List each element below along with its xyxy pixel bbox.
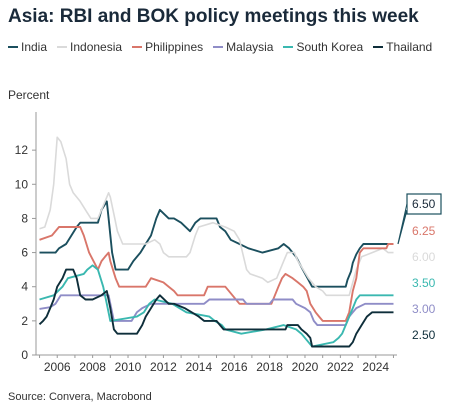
series-line-india [40,201,394,286]
y-tick-label: 4 [21,280,28,294]
y-tick-label: 10 [15,177,29,191]
x-tick-label: 2010 [115,360,142,374]
x-tick-label: 2014 [185,360,212,374]
y-tick-label: 8 [21,211,28,225]
series-line-indonesia [40,137,394,295]
end-label-pointer [398,204,407,244]
y-tick-label: 2 [21,314,28,328]
x-tick-label: 2016 [221,360,248,374]
x-tick-label: 2018 [256,360,283,374]
y-tick-label: 6 [21,246,28,260]
x-tick-label: 2008 [79,360,106,374]
y-tick-label: 0 [21,348,28,362]
end-label-malaysia: 3.00 [412,302,436,316]
end-label-philippines: 6.25 [412,224,436,238]
x-tick-label: 2020 [292,360,319,374]
line-chart: 0 2 4 6 8 10 12 2006 2008 2010 2012 2014 2016 2018 202… [0,0,453,390]
x-tick-label: 2006 [44,360,71,374]
end-label-south-korea: 3.50 [412,276,436,290]
x-tick-label: 2012 [150,360,177,374]
series-line-philippines [40,227,394,321]
y-tick-label: 12 [15,143,29,157]
end-label-indonesia: 6.00 [412,250,436,264]
end-label-thailand: 2.50 [412,328,436,342]
series-line-south-korea [40,265,394,346]
x-tick-label: 2022 [327,360,354,374]
source-note: Source: Convera, Macrobond [8,391,152,403]
x-tick-label: 2024 [362,360,389,374]
end-label-india: 6.50 [412,197,436,211]
